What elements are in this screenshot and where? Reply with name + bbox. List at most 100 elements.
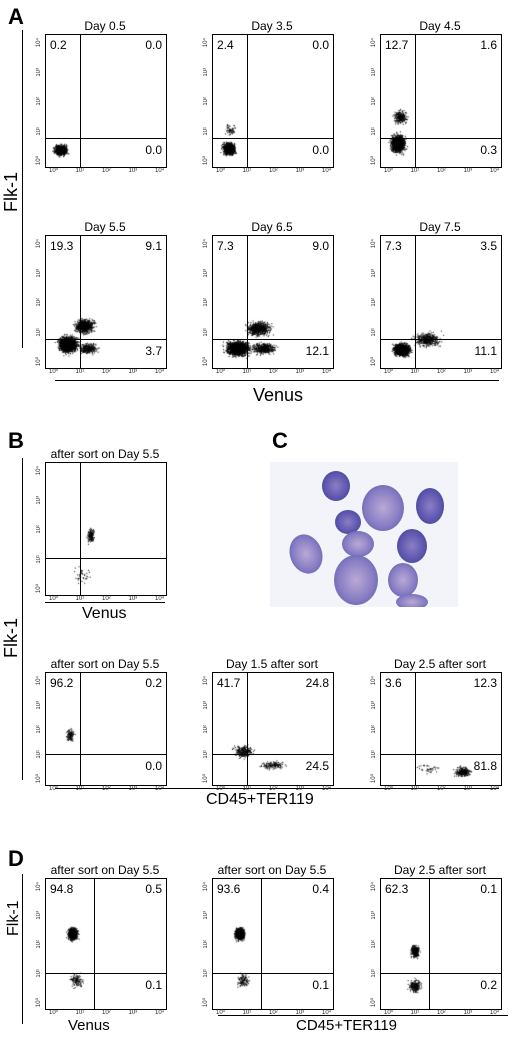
panel-d-y-label: Flk-1 — [5, 900, 22, 936]
panel-b-x-axis-line — [55, 788, 499, 789]
cell — [334, 555, 378, 605]
x-tick-label: 10³ — [463, 168, 473, 174]
panel-letter-c: C — [272, 428, 288, 453]
y-tick-label: 10³ — [36, 268, 42, 278]
panel-letter-a: A — [8, 4, 24, 29]
y-tick-label: 10⁰ — [36, 156, 42, 166]
x-tick-label: 10² — [437, 786, 446, 792]
y-tick-label: 10³ — [36, 67, 42, 77]
quadrant-value-lr: 0.3 — [480, 142, 497, 157]
x-tick-label: 10² — [437, 1010, 446, 1016]
quadrant-value-ul: 3.6 — [385, 676, 402, 690]
y-tick-label: 10³ — [371, 67, 377, 77]
panel-b-plot-title: Day 2.5 after sort — [393, 657, 487, 671]
gate-line-vertical — [94, 879, 95, 1009]
x-tick-label: 10³ — [128, 168, 138, 174]
x-tick-label: 10⁴ — [155, 168, 165, 174]
quadrant-value-ul: 19.3 — [50, 239, 74, 253]
x-tick-label: 10¹ — [75, 596, 85, 602]
x-tick-label: 10⁰ — [49, 369, 59, 375]
quadrant-value-lr: 24.5 — [305, 758, 329, 773]
x-tick-label: 10³ — [295, 1010, 305, 1016]
x-tick-label: 10¹ — [75, 369, 85, 375]
cell — [416, 488, 444, 524]
x-tick-label: 10⁰ — [384, 1010, 394, 1016]
quadrant-value-ul: 94.8 — [50, 882, 74, 896]
y-tick-label: 10⁴ — [371, 676, 377, 686]
x-tick-label: 10¹ — [242, 786, 252, 792]
x-tick-label: 10⁴ — [322, 786, 332, 792]
cell — [335, 510, 361, 534]
panel-b-top-scatter-points — [46, 463, 166, 595]
x-tick-label: 10⁴ — [322, 168, 332, 174]
y-tick-label: 10⁴ — [36, 239, 42, 249]
quadrant-value-lr: 0.1 — [312, 977, 329, 992]
panel-b-plot-title: after sort on Day 5.5 — [50, 657, 160, 671]
x-tick-label: 10³ — [295, 786, 305, 792]
quadrant-value-ur: 3.5 — [480, 239, 497, 253]
x-tick-label: 10¹ — [242, 1010, 252, 1016]
panel-a-plot: 7.3 3.5 11.1 — [380, 235, 502, 369]
y-tick-label: 10³ — [203, 911, 209, 920]
x-tick-label: 10⁴ — [490, 1010, 500, 1016]
x-tick-label: 10⁰ — [49, 168, 59, 174]
y-tick-label: 10³ — [36, 700, 42, 710]
quadrant-value-ul: 93.6 — [217, 882, 241, 896]
panel-b-plot: 3.6 12.3 81.8 — [380, 672, 502, 786]
x-tick-label: 10² — [269, 1010, 278, 1016]
y-tick-label: 10⁴ — [371, 38, 377, 48]
quadrant-value-ur: 12.3 — [473, 676, 497, 690]
y-tick-label: 10² — [371, 97, 377, 106]
cell — [289, 534, 323, 574]
quadrant-value-ul: 7.3 — [385, 239, 402, 253]
x-tick-label: 10⁰ — [384, 786, 394, 792]
y-tick-label: 10³ — [203, 268, 209, 278]
gate-line-horizontal — [46, 972, 166, 974]
x-tick-label: 10⁰ — [216, 168, 226, 174]
y-tick-label: 10² — [371, 940, 377, 949]
y-tick-label: 10² — [203, 940, 209, 949]
y-tick-label: 10¹ — [371, 327, 377, 337]
quadrant-value-ul: 0.2 — [50, 38, 67, 52]
x-tick-label: 10¹ — [410, 1010, 420, 1016]
y-tick-label: 10³ — [371, 700, 377, 710]
y-tick-label: 10¹ — [371, 126, 377, 136]
panel-letter-b: B — [8, 428, 24, 453]
gate-line-horizontal — [381, 338, 501, 340]
x-tick-label: 10¹ — [75, 168, 85, 174]
micrograph-cells — [289, 471, 444, 607]
panel-a-x-label: Venus — [253, 385, 304, 405]
y-tick-label: 10² — [203, 725, 209, 734]
gate-line-horizontal — [213, 338, 333, 340]
y-tick-label: 10⁰ — [203, 156, 209, 166]
panel-b-plot: 41.7 24.8 24.5 — [212, 672, 334, 786]
y-tick-label: 10² — [36, 725, 42, 734]
panel-b-plot-title: Day 1.5 after sort — [225, 657, 319, 671]
panel-a-scatter-points — [381, 35, 501, 167]
x-tick-label: 10⁰ — [384, 369, 394, 375]
y-tick-label: 10³ — [203, 67, 209, 77]
quadrant-value-lr: 0.0 — [145, 142, 162, 157]
gate-line-horizontal — [213, 972, 333, 974]
x-tick-label: 10³ — [128, 596, 138, 602]
x-tick-label: 10⁴ — [322, 369, 332, 375]
y-tick-label: 10⁰ — [36, 774, 42, 784]
panel-d-plot-title: after sort on Day 5.5 — [50, 863, 160, 877]
quadrant-value-ul: 96.2 — [50, 676, 74, 690]
y-tick-label: 10⁰ — [36, 357, 42, 367]
gate-line-vertical — [414, 673, 416, 785]
quadrant-value-lr: 0.0 — [145, 758, 162, 773]
panel-d-plot: 62.3 0.1 0.2 — [380, 878, 502, 1010]
y-tick-label: 10⁴ — [36, 882, 42, 892]
quadrant-value-ur: 0.1 — [480, 882, 497, 896]
quadrant-value-ul: 41.7 — [217, 676, 241, 690]
panel-b-scatter-points — [46, 673, 166, 785]
gate-line-vertical — [414, 35, 416, 167]
gate-line-vertical — [414, 236, 416, 368]
y-tick-label: 10⁰ — [203, 774, 209, 784]
quadrant-value-ur: 9.0 — [312, 239, 329, 253]
x-tick-label: 10⁴ — [490, 369, 500, 375]
x-tick-label: 10⁰ — [216, 786, 226, 792]
cell — [322, 471, 350, 501]
x-tick-label: 10⁰ — [49, 786, 59, 792]
